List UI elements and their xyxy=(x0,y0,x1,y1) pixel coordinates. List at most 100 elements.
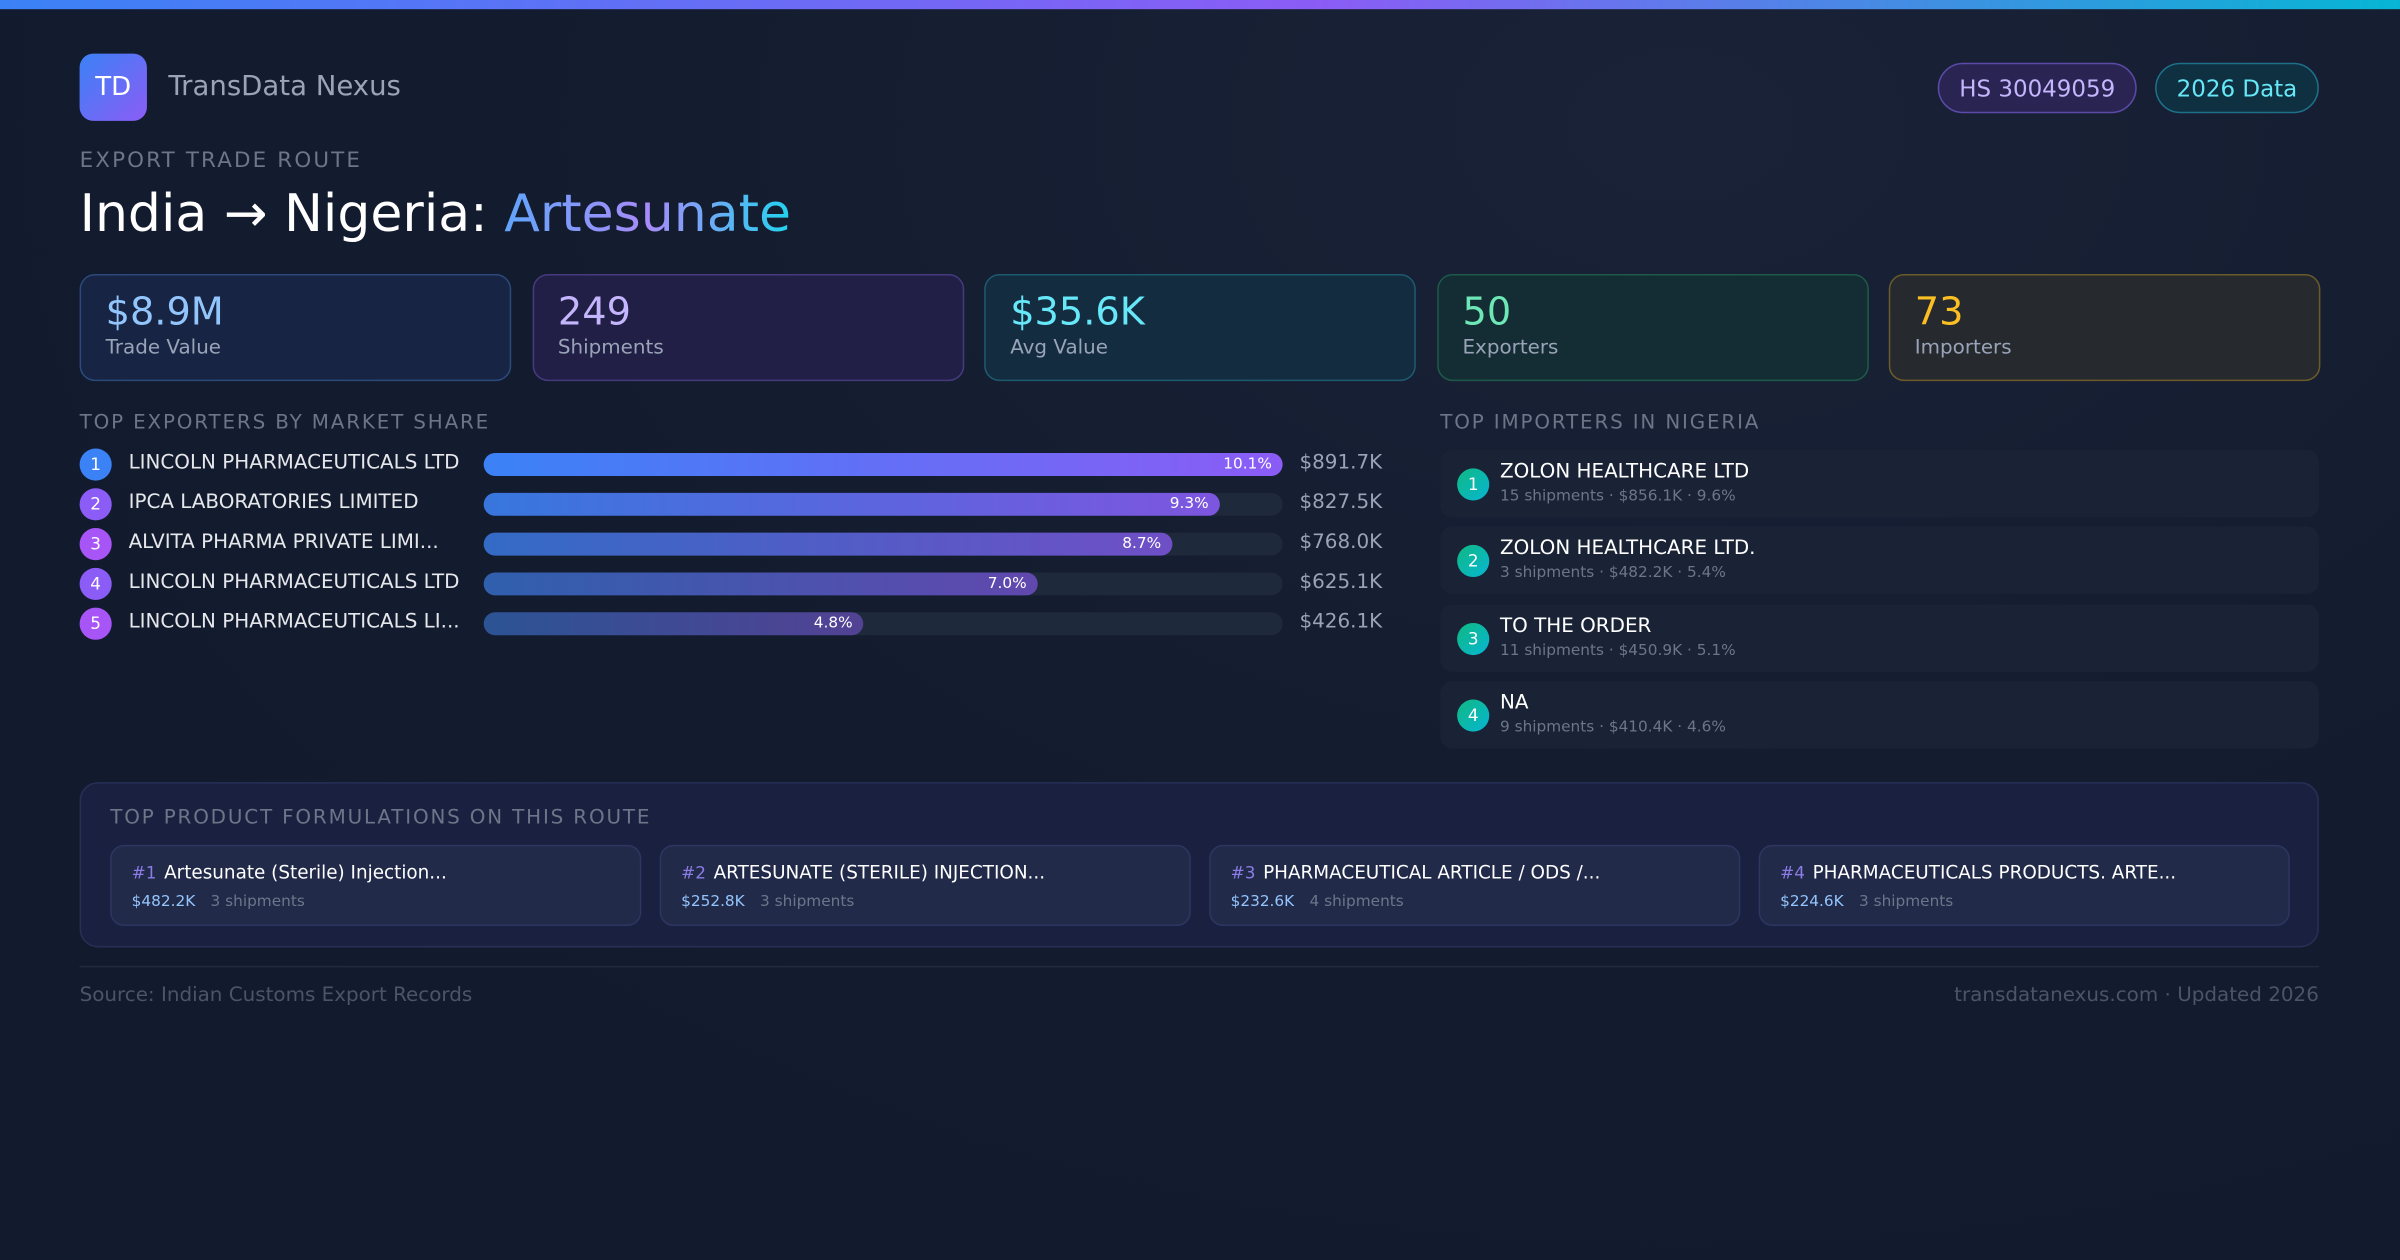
stat-value: 73 xyxy=(1914,289,1964,334)
exporter-row[interactable]: 4 LINCOLN PHARMACEUTICALS LTD 7.0% $625.1K xyxy=(79,567,1383,602)
formulation-meta: $482.2K 3 shipments xyxy=(132,894,305,911)
share-bar-track: 8.7% xyxy=(483,532,1283,556)
formulation-title: #2 ARTESUNATE (STERILE) INJECTION... xyxy=(681,862,1045,883)
share-bar-fill: 8.7% xyxy=(483,532,1172,556)
importer-row[interactable]: 4 NA 9 shipments · $410.4K · 4.6% xyxy=(1440,680,2319,749)
rank-badge: 3 xyxy=(79,528,112,561)
formulation-shipments: 3 shipments xyxy=(1859,893,1954,911)
formulation-meta: $232.6K 4 shipments xyxy=(1231,894,1404,911)
formulation-value: $252.8K xyxy=(681,893,745,911)
exporter-row[interactable]: 3 ALVITA PHARMA PRIVATE LIMI... 8.7% $768.0… xyxy=(79,528,1383,562)
exporter-value: $827.5K xyxy=(1299,491,1383,515)
formulation-value: $224.6K xyxy=(1780,893,1844,911)
exporter-value: $426.1K xyxy=(1299,610,1383,634)
formulation-card[interactable]: #1 Artesunate (Sterile) Injection... $482.… xyxy=(110,844,642,927)
rank-badge: 1 xyxy=(1457,468,1490,501)
stat-label: Avg Value xyxy=(1010,336,1109,360)
stat-card: 50 Exporters xyxy=(1436,273,1869,382)
footer-divider xyxy=(79,965,2319,968)
importer-name: ZOLON HEALTHCARE LTD xyxy=(1499,460,1750,484)
stat-card: 249 Shipments xyxy=(531,273,964,382)
formulation-value: $482.2K xyxy=(131,893,196,911)
exporter-name: LINCOLN PHARMACEUTICALS LTD xyxy=(128,451,460,475)
title-route: India → Nigeria: xyxy=(79,183,505,245)
formulation-rank: #2 xyxy=(681,863,706,884)
formulation-title: #3 PHARMACEUTICAL ARTICLE / ODS /... xyxy=(1231,862,1601,883)
importer-row[interactable]: 1 ZOLON HEALTHCARE LTD 15 shipments · $856… xyxy=(1440,449,2319,518)
exporter-value: $891.7K xyxy=(1299,451,1383,475)
share-bar-track: 7.0% xyxy=(483,572,1283,596)
exporter-value: $768.0K xyxy=(1299,531,1383,555)
formulation-shipments: 4 shipments xyxy=(1309,893,1404,911)
rank-badge: 2 xyxy=(1457,545,1490,578)
formulation-card[interactable]: #2 ARTESUNATE (STERILE) INJECTION... $252.… xyxy=(659,844,1191,927)
formulation-shipments: 3 shipments xyxy=(760,893,855,911)
exporter-row[interactable]: 5 LINCOLN PHARMACEUTICALS LI... 4.8% $426.1… xyxy=(79,607,1383,642)
rank-badge: 1 xyxy=(79,448,112,481)
formulation-name: ARTESUNATE (STERILE) INJECTION... xyxy=(713,861,1046,884)
stat-value: $8.9M xyxy=(105,289,224,334)
exporters-section-title: TOP EXPORTERS BY MARKET SHARE xyxy=(79,411,491,435)
importer-meta: 3 shipments · $482.2K · 5.4% xyxy=(1499,565,1726,583)
share-bar-fill: 9.3% xyxy=(483,492,1220,516)
share-bar-fill: 10.1% xyxy=(483,453,1283,477)
exporter-value: $625.1K xyxy=(1299,570,1383,594)
importer-row[interactable]: 2 ZOLON HEALTHCARE LTD. 3 shipments · $482… xyxy=(1440,526,2319,595)
top-accent-bar xyxy=(0,0,2400,10)
share-bar-track: 4.8% xyxy=(483,612,1283,636)
formulation-value: $232.6K xyxy=(1230,893,1295,911)
stat-label: Shipments xyxy=(557,336,664,360)
share-bar-fill: 4.8% xyxy=(483,612,864,636)
footer-source: Source: Indian Customs Export Records xyxy=(79,984,473,1008)
formulation-name: PHARMACEUTICAL ARTICLE / ODS /... xyxy=(1263,861,1601,884)
formulation-title: #1 Artesunate (Sterile) Injection... xyxy=(132,862,447,883)
formulation-rank: #1 xyxy=(131,863,157,884)
formulation-meta: $224.6K 3 shipments xyxy=(1780,894,1953,911)
rank-badge: 2 xyxy=(79,488,112,521)
exporter-row[interactable]: 2 IPCA LABORATORIES LIMITED 9.3% $827.5K xyxy=(79,488,1383,522)
title-product: Artesunate xyxy=(504,183,792,245)
hs-code-badge: HS 30049059 xyxy=(1937,62,2137,114)
exporter-name: IPCA LABORATORIES LIMITED xyxy=(128,491,419,515)
rank-badge: 4 xyxy=(79,567,112,600)
formulation-card[interactable]: #3 PHARMACEUTICAL ARTICLE / ODS /... $232.… xyxy=(1209,844,1741,927)
page-kicker: EXPORT TRADE ROUTE xyxy=(79,148,363,173)
footer-site[interactable]: transdatanexus.com · Updated 2026 xyxy=(1954,984,2319,1008)
share-bar-fill: 7.0% xyxy=(483,572,1038,596)
formulation-name: Artesunate (Sterile) Injection... xyxy=(164,861,447,884)
brand-name[interactable]: TransData Nexus xyxy=(168,70,401,103)
formulation-rank: #4 xyxy=(1780,863,1805,884)
stat-card: $35.6K Avg Value xyxy=(984,273,1416,382)
importer-meta: 15 shipments · $856.1K · 9.6% xyxy=(1499,488,1736,506)
year-badge: 2026 Data xyxy=(2155,62,2319,114)
logo[interactable]: TD xyxy=(79,53,147,121)
rank-badge: 3 xyxy=(1457,622,1490,655)
exporter-name: ALVITA PHARMA PRIVATE LIMI... xyxy=(128,531,439,555)
share-bar-track: 9.3% xyxy=(483,492,1283,516)
exporter-row[interactable]: 1 LINCOLN PHARMACEUTICALS LTD 10.1% $891.7K xyxy=(79,448,1383,482)
rank-badge: 5 xyxy=(79,607,112,640)
stat-value: 249 xyxy=(557,289,631,334)
rank-badge: 4 xyxy=(1457,699,1490,732)
importer-name: NA xyxy=(1499,691,1529,715)
exporter-name: LINCOLN PHARMACEUTICALS LTD xyxy=(128,570,460,594)
stat-label: Importers xyxy=(1914,336,2012,360)
stat-value: $35.6K xyxy=(1010,289,1145,334)
formulation-meta: $252.8K 3 shipments xyxy=(681,894,854,911)
importers-section-title: TOP IMPORTERS IN NIGERIA xyxy=(1440,411,1761,435)
stat-value: 50 xyxy=(1462,289,1512,334)
formulation-name: PHARMACEUTICALS PRODUCTS. ARTE... xyxy=(1812,861,2177,884)
stat-label: Trade Value xyxy=(105,336,222,360)
importer-meta: 11 shipments · $450.9K · 5.1% xyxy=(1499,642,1736,660)
stat-card: 73 Importers xyxy=(1888,273,2321,382)
formulation-card[interactable]: #4 PHARMACEUTICALS PRODUCTS. ARTE... $224.… xyxy=(1758,844,2290,927)
stat-label: Exporters xyxy=(1462,336,1559,360)
exporter-name: LINCOLN PHARMACEUTICALS LI... xyxy=(128,610,460,634)
formulation-rank: #3 xyxy=(1230,863,1256,884)
importer-name: TO THE ORDER xyxy=(1499,614,1652,638)
formulations-section-title: TOP PRODUCT FORMULATIONS ON THIS ROUTE xyxy=(110,806,652,830)
page-title: India → Nigeria: Artesunate xyxy=(80,184,791,245)
importer-row[interactable]: 3 TO THE ORDER 11 shipments · $450.9K · 5.… xyxy=(1440,603,2319,672)
importer-meta: 9 shipments · $410.4K · 4.6% xyxy=(1499,719,1726,737)
